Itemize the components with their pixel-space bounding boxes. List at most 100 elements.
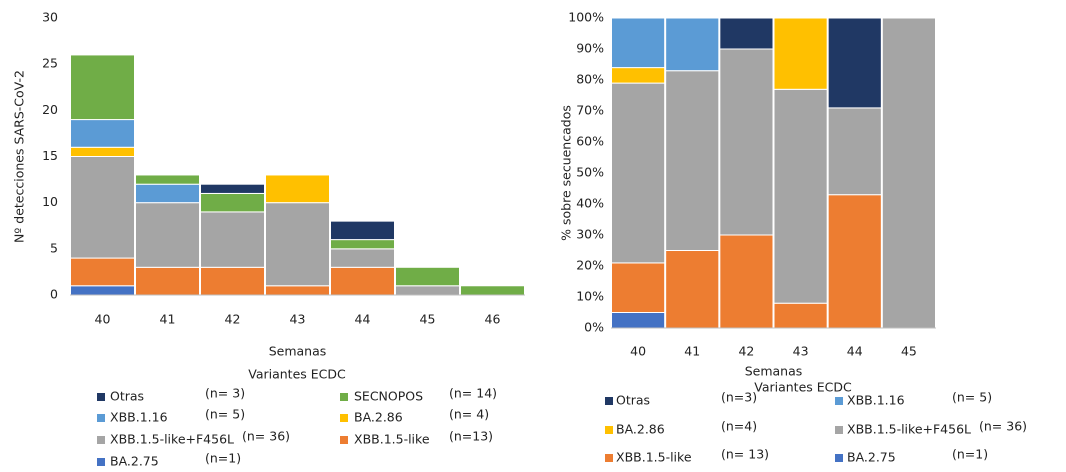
bar-segment: [827, 17, 882, 109]
x-tick-label: 45: [901, 344, 917, 359]
bar-segment: [773, 302, 828, 329]
legend-label: BA.2.86: [354, 410, 403, 425]
legend-swatch: [835, 454, 843, 462]
legend-swatch: [97, 393, 105, 401]
bar-segment: [265, 202, 330, 287]
bar-segment: [719, 234, 774, 329]
y-tick-label: 20%: [576, 258, 604, 273]
legend-count: (n= 5): [952, 390, 992, 405]
y-tick-label: 70%: [576, 103, 604, 118]
legend-label: BA.2.75: [110, 454, 159, 469]
y-tick-label: 10%: [576, 289, 604, 304]
legend-count: (n= 5): [205, 407, 245, 422]
bar-segment: [265, 285, 330, 296]
y-tick-label: 0: [50, 287, 58, 302]
bar-segment: [460, 285, 525, 296]
x-tick-label: 45: [420, 312, 436, 327]
bar-segment: [70, 285, 135, 296]
bar-segment: [200, 266, 265, 296]
bar-segment: [611, 82, 666, 264]
legend-title: Variantes ECDC: [248, 367, 346, 382]
x-axis-title: Semanas: [745, 364, 803, 379]
bar-segment: [135, 183, 200, 204]
legend-label: BA.2.75: [847, 450, 896, 465]
bar-segment: [611, 262, 666, 313]
bar-segment: [719, 17, 774, 50]
legend-label: BA.2.86: [616, 422, 665, 437]
x-tick-label: 42: [225, 312, 241, 327]
bar-segment: [773, 88, 828, 304]
bar-segment: [135, 202, 200, 268]
x-tick-label: 44: [847, 344, 863, 359]
y-tick-label: 5: [50, 240, 58, 255]
legend-label: XBB.1.5-like: [616, 450, 692, 465]
y-axis-title: Nº detecciones SARS-CoV-2: [12, 70, 27, 243]
legend-label: XBB.1.16: [847, 393, 905, 408]
y-axis-title: % sobre secuencados: [559, 105, 574, 241]
legend-count: (n= 36): [242, 429, 290, 444]
bar-segment: [135, 174, 200, 185]
bar-segment: [827, 107, 882, 196]
legend-count: (n=3): [721, 390, 757, 405]
bar-segment: [200, 211, 265, 268]
y-tick-label: 40%: [576, 196, 604, 211]
legend-count: (n=1): [205, 451, 241, 466]
legend-label: Otras: [110, 389, 144, 404]
x-tick-label: 46: [485, 312, 501, 327]
bar-segment: [330, 239, 395, 250]
legend-count: (n= 4): [449, 407, 489, 422]
x-tick-label: 41: [684, 344, 700, 359]
y-tick-label: 25: [42, 56, 58, 71]
bar-segment: [395, 266, 460, 287]
x-tick-label: 43: [793, 344, 809, 359]
y-tick-label: 30: [42, 10, 58, 25]
y-tick-label: 90%: [576, 41, 604, 56]
y-tick-label: 0%: [584, 320, 604, 335]
legend-count: (n=13): [449, 429, 493, 444]
y-tick-label: 10: [42, 194, 58, 209]
legend-title: Variantes ECDC: [754, 380, 852, 395]
x-axis-title: Semanas: [269, 344, 327, 359]
x-tick-label: 41: [160, 312, 176, 327]
legend-label: SECNOPOS: [354, 389, 423, 404]
bar-segment: [70, 257, 135, 287]
legend-count: (n= 36): [979, 419, 1027, 434]
x-tick-label: 44: [355, 312, 371, 327]
bar-segment: [70, 54, 135, 121]
x-tick-label: 42: [738, 344, 754, 359]
bar-segment: [330, 248, 395, 268]
bar-segment: [611, 312, 666, 329]
legend-swatch: [340, 414, 348, 422]
legend-count: (n=1): [952, 447, 988, 462]
bar-segment: [665, 250, 720, 329]
bar-segment: [881, 17, 936, 329]
bar-segment: [719, 48, 774, 236]
x-tick-label: 43: [290, 312, 306, 327]
legend-label: Otras: [616, 393, 650, 408]
bar-segment: [265, 174, 330, 204]
y-tick-label: 60%: [576, 134, 604, 149]
bar-segment: [665, 17, 720, 72]
legend-swatch: [340, 436, 348, 444]
legend-label: XBB.1.16: [110, 410, 168, 425]
legend-count: (n= 13): [721, 447, 769, 462]
legend-swatch: [97, 436, 105, 444]
x-tick-label: 40: [630, 344, 646, 359]
y-tick-label: 20: [42, 102, 58, 117]
bar-segment: [827, 194, 882, 329]
bar-segment: [135, 266, 200, 296]
bar-segment: [70, 146, 135, 157]
x-tick-label: 40: [95, 312, 111, 327]
bar-segment: [200, 183, 265, 194]
y-tick-label: 50%: [576, 165, 604, 180]
legend-swatch: [605, 454, 613, 462]
legend-label: XBB.1.5-like+F456L: [847, 422, 971, 437]
y-tick-label: 80%: [576, 72, 604, 87]
legend-label: XBB.1.5-like: [354, 432, 430, 447]
legend-swatch: [835, 426, 843, 434]
legend-swatch: [835, 397, 843, 405]
y-tick-label: 15: [42, 148, 58, 163]
legend-swatch: [97, 414, 105, 422]
legend-count: (n=4): [721, 419, 757, 434]
